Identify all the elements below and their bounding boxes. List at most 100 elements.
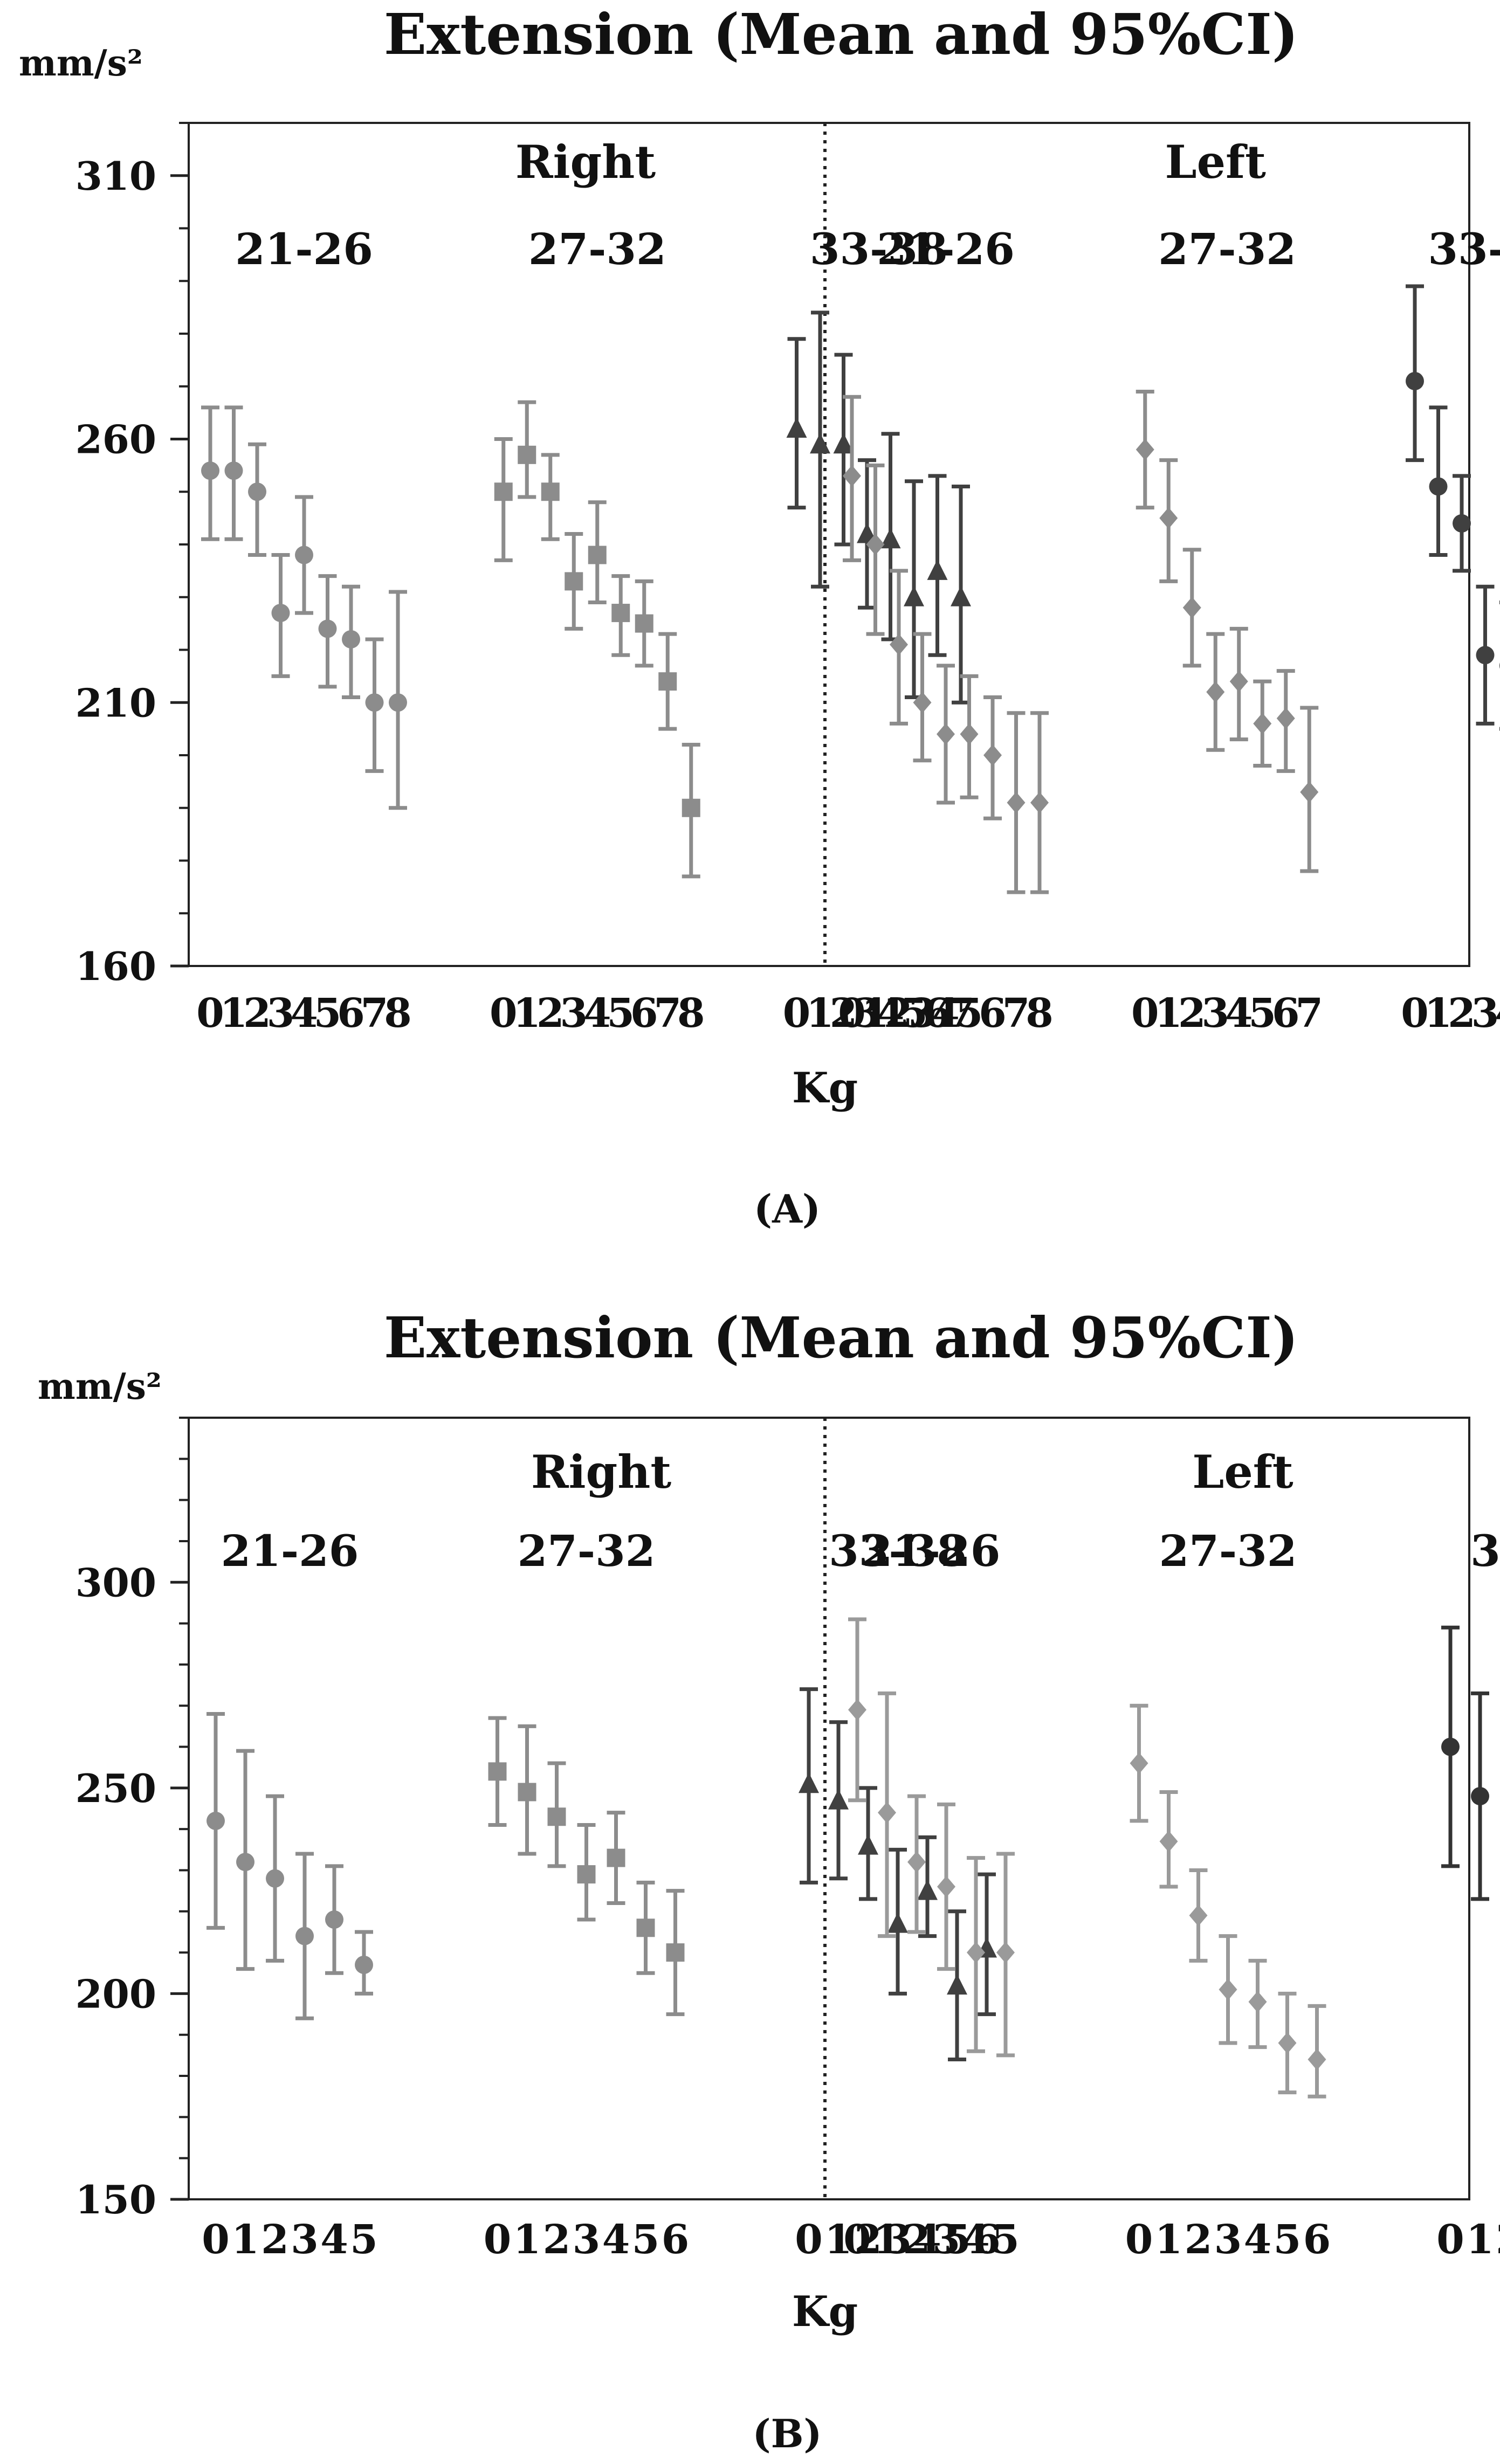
x-tick-label: 0 [202, 2217, 230, 2263]
mean-marker [494, 482, 513, 501]
x-tick-label: 7 [1002, 990, 1030, 1037]
x-tick-label: 4 [1244, 2217, 1272, 2263]
x-tick-label: 2 [1448, 990, 1476, 1037]
mean-marker [488, 1762, 507, 1781]
x-tick-label: 1 [862, 990, 890, 1037]
x-tick-label: 5 [607, 990, 635, 1037]
x-tick-label: 0 [795, 2217, 823, 2263]
x-tick-label: 0 [1436, 2217, 1464, 2263]
x-tick-label: 4 [1495, 990, 1500, 1037]
y-tick-label: 150 [75, 2177, 156, 2223]
x-tick-label: 2 [1496, 2217, 1500, 2263]
mean-marker [1406, 371, 1424, 390]
x-tick-label: 0 [1125, 2217, 1153, 2263]
x-tick-label: 6 [1272, 990, 1300, 1037]
panel-caption: (A) [754, 1186, 821, 1232]
mean-marker [833, 433, 854, 454]
x-axis-label: Kg [792, 2287, 858, 2336]
x-tick-label: 8 [384, 990, 412, 1037]
x-tick-label: 6 [662, 2217, 690, 2263]
x-tick-label: 2 [536, 990, 565, 1037]
chart-b-svg: Extension (Mean and 95%CI)mm/s²Kg(B)1502… [38, 1305, 1500, 2456]
x-tick-label: 2 [830, 990, 858, 1037]
x-tick-label: 4 [602, 2217, 630, 2263]
mean-marker [201, 461, 219, 480]
x-tick-label: 6 [337, 990, 365, 1037]
mean-marker [1007, 791, 1026, 813]
mean-marker [318, 619, 337, 638]
x-tick-label: 5 [943, 2217, 971, 2263]
panel-caption: (B) [753, 2411, 822, 2456]
mean-marker [295, 546, 313, 564]
mean-marker [518, 1783, 536, 1802]
x-tick-label: 5 [955, 990, 983, 1037]
x-tick-label: 1 [220, 990, 248, 1037]
x-tick-label: 0 [1131, 990, 1159, 1037]
mean-marker [658, 672, 677, 691]
mean-marker [1189, 1904, 1208, 1927]
mean-marker [967, 1942, 985, 1964]
mean-marker [843, 465, 861, 487]
mean-marker [248, 482, 266, 501]
x-tick-label: 2 [1178, 990, 1206, 1037]
side-label: Left [1165, 135, 1267, 189]
x-tick-label: 8 [677, 990, 705, 1037]
mean-marker [1278, 2032, 1297, 2054]
mean-marker [947, 1974, 967, 1995]
mean-marker [611, 604, 630, 623]
x-tick-label: 1 [1466, 2217, 1494, 2263]
group-label: 21-26 [235, 224, 373, 274]
mean-marker [1159, 1831, 1178, 1853]
mean-marker [799, 1772, 819, 1793]
x-tick-label: 0 [783, 990, 811, 1037]
mean-marker [866, 534, 885, 555]
y-tick-label: 250 [75, 1765, 156, 1811]
mean-marker [389, 693, 407, 712]
mean-marker [1206, 681, 1225, 703]
mean-marker [224, 461, 243, 480]
x-tick-label: 3 [267, 990, 295, 1037]
mean-marker [1476, 646, 1495, 665]
mean-marker [937, 723, 955, 745]
mean-marker [810, 433, 830, 454]
mean-marker [878, 1802, 896, 1824]
x-tick-label: 3 [573, 2217, 601, 2263]
y-tick-label: 200 [75, 1971, 156, 2017]
side-label: Right [531, 1445, 672, 1499]
mean-marker [1471, 1787, 1489, 1806]
x-tick-label: 4 [1225, 990, 1253, 1037]
mean-marker [355, 1956, 373, 1974]
x-tick-label: 1 [513, 2217, 541, 2263]
x-tick-label: 7 [947, 990, 975, 1037]
mean-marker [1030, 791, 1049, 813]
group-label: 21-26 [221, 1526, 359, 1576]
x-tick-label: 1 [1155, 990, 1183, 1037]
mean-marker [887, 1912, 908, 1933]
mean-marker [1130, 1752, 1148, 1775]
x-tick-label: 3 [1202, 990, 1230, 1037]
x-tick-label: 3 [884, 2217, 912, 2263]
x-tick-label: 3 [1214, 2217, 1242, 2263]
x-tick-label: 0 [838, 990, 866, 1037]
x-tick-label: 2 [243, 990, 271, 1037]
mean-marker [1182, 597, 1201, 619]
mean-marker [365, 693, 384, 712]
mean-marker [1248, 1991, 1267, 2013]
group-label: 33-38 [829, 1526, 967, 1576]
mean-marker [607, 1848, 625, 1867]
side-label: Right [515, 135, 656, 189]
mean-marker [547, 1807, 566, 1826]
mean-marker [848, 1699, 866, 1721]
mean-marker [996, 1942, 1015, 1964]
x-tick-label: 1 [231, 2217, 259, 2263]
x-tick-label: 1 [1155, 2217, 1183, 2263]
x-tick-label: 7 [654, 990, 682, 1037]
plot-frame [188, 1417, 1470, 2200]
mean-marker [635, 614, 653, 633]
x-tick-label: 6 [924, 990, 952, 1037]
x-tick-label: 2 [1185, 2217, 1213, 2263]
x-tick-label: 0 [843, 2217, 871, 2263]
x-tick-label: 6 [630, 990, 658, 1037]
mean-marker [1276, 707, 1295, 729]
x-tick-label: 3 [853, 990, 881, 1037]
